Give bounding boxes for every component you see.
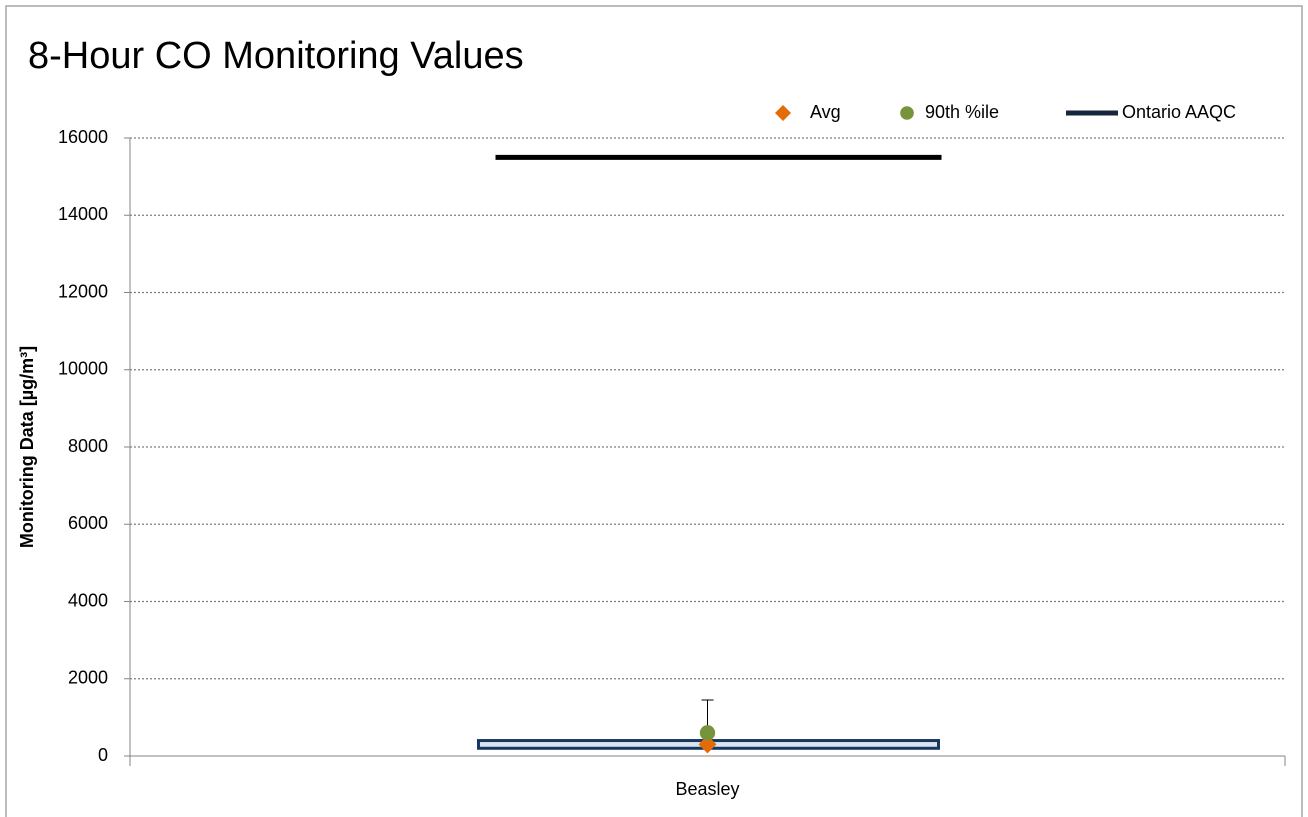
legend-swatch — [900, 106, 914, 120]
y-tick-label: 4000 — [68, 590, 108, 610]
y-tick-label: 10000 — [58, 359, 108, 379]
point — [699, 725, 716, 741]
chart-title: 8-Hour CO Monitoring Values — [28, 35, 524, 77]
legend-label: 90th %ile — [925, 102, 999, 122]
point — [698, 735, 717, 754]
y-tick-label: 14000 — [58, 204, 108, 224]
chart-border — [5, 5, 1303, 817]
y-axis-label: Monitoring Data [µg/m³] — [17, 346, 37, 548]
x-tick-label: Beasley — [675, 779, 739, 799]
y-tick-label: 6000 — [68, 513, 108, 533]
legend-label: Ontario AAQC — [1122, 102, 1236, 122]
y-tick-label: 0 — [98, 745, 108, 765]
y-tick-label: 8000 — [68, 436, 108, 456]
legend-label: Avg — [810, 102, 841, 122]
legend-swatch — [775, 105, 791, 121]
y-tick-label: 16000 — [58, 127, 108, 147]
y-tick-label: 2000 — [68, 668, 108, 688]
y-tick-label: 12000 — [58, 281, 108, 301]
